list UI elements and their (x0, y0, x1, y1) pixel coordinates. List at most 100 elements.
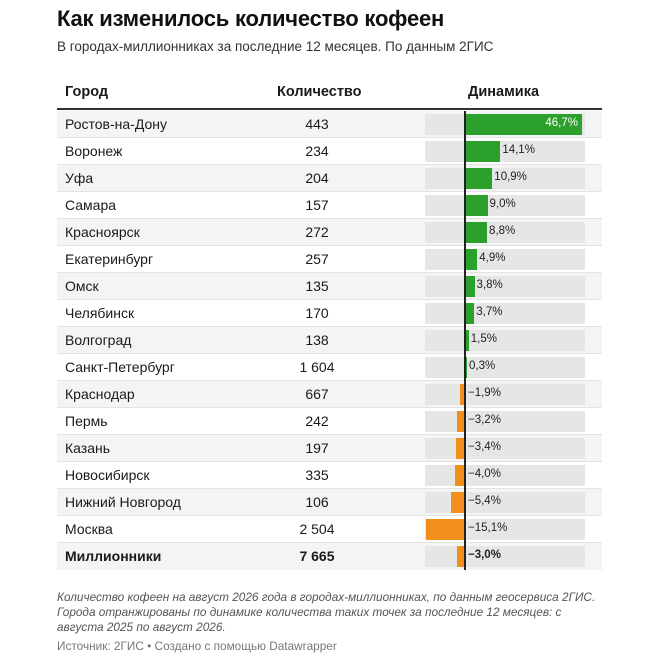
table-row: Казань 197 −3,4% (57, 435, 602, 462)
table-row: Самара 157 9,0% (57, 192, 602, 219)
row-count: 197 (305, 440, 329, 456)
row-count: 257 (305, 251, 329, 267)
row-count: 443 (305, 116, 329, 132)
dynamics-value-label: −3,4% (468, 441, 501, 453)
dynamics-bar-track: 1,5% (425, 330, 585, 351)
dynamics-value-label: 1,5% (470, 333, 497, 345)
row-count: 242 (305, 413, 329, 429)
row-city: Москва (65, 521, 113, 537)
row-count: 667 (305, 386, 329, 402)
table-row: Москва 2 504 −15,1% (57, 516, 602, 543)
row-city: Екатеринбург (65, 251, 154, 267)
dynamics-value-label: −15,1% (468, 522, 508, 534)
dynamics-bar-track: 0,3% (425, 357, 585, 378)
table-row: Миллионники 7 665 −3,0% (57, 543, 602, 570)
table-row: Ростов-на-Дону 443 46,7% (57, 111, 602, 138)
dynamics-value-label: 8,8% (489, 225, 516, 237)
row-city: Нижний Новгород (65, 494, 181, 510)
dynamics-bar-negative (426, 519, 465, 540)
dynamics-bar-track: 3,8% (425, 276, 585, 297)
table-row: Нижний Новгород 106 −5,4% (57, 489, 602, 516)
dynamics-value-label: −3,2% (468, 414, 501, 426)
dynamics-bar-negative (456, 411, 465, 432)
table-row: Воронеж 234 14,1% (57, 138, 602, 165)
row-count: 106 (305, 494, 329, 510)
row-count: 2 504 (299, 521, 335, 537)
dynamics-bar-positive (465, 114, 582, 135)
table-row: Новосибирск 335 −4,0% (57, 462, 602, 489)
dynamics-bar-track: 4,9% (425, 249, 585, 270)
row-city: Новосибирск (65, 467, 150, 483)
row-count: 138 (305, 332, 329, 348)
dynamics-value-label: 10,9% (494, 171, 527, 183)
table-row: Санкт-Петербург 1 604 0,3% (57, 354, 602, 381)
row-city: Волгоград (65, 332, 132, 348)
row-count: 234 (305, 143, 329, 159)
dynamics-bar-negative (454, 465, 465, 486)
row-city: Воронеж (65, 143, 123, 159)
row-city: Пермь (65, 413, 108, 429)
chart-notes: Количество кофеен на август 2026 года в … (57, 590, 596, 634)
dynamics-value-label: −5,4% (468, 495, 501, 507)
table-row: Екатеринбург 257 4,9% (57, 246, 602, 273)
row-count: 1 604 (299, 359, 335, 375)
row-count: 7 665 (299, 548, 335, 564)
dynamics-bar-positive (465, 195, 488, 216)
table-row: Челябинск 170 3,7% (57, 300, 602, 327)
row-city: Казань (65, 440, 111, 456)
dynamics-bar-track: −1,9% (425, 384, 585, 405)
dynamics-value-label: 46,7% (545, 117, 578, 129)
dynamics-bar-track: −3,4% (425, 438, 585, 459)
zero-axis-line (464, 111, 466, 570)
dynamics-value-label: 3,8% (476, 279, 503, 291)
table-row: Омск 135 3,8% (57, 273, 602, 300)
row-count: 335 (305, 467, 329, 483)
table-header: Город Количество Динамика (57, 80, 602, 110)
table-row: Пермь 242 −3,2% (57, 408, 602, 435)
row-count: 135 (305, 278, 329, 294)
dynamics-bar-positive (465, 168, 493, 189)
dynamics-bar-track: 10,9% (425, 168, 585, 189)
column-header-count[interactable]: Количество (277, 84, 362, 100)
dynamics-value-label: 4,9% (479, 252, 506, 264)
row-city: Санкт-Петербург (65, 359, 175, 375)
column-header-dynamics[interactable]: Динамика (468, 84, 540, 100)
dynamics-bar-track: 46,7% (425, 114, 585, 135)
table-row: Краснодар 667 −1,9% (57, 381, 602, 408)
chart-title: Как изменилось количество кофеен (57, 6, 445, 31)
row-count: 170 (305, 305, 329, 321)
dynamics-bar-track: 3,7% (425, 303, 585, 324)
dynamics-bar-negative (460, 384, 465, 405)
dynamics-bar-positive (465, 276, 475, 297)
dynamics-value-label: −1,9% (468, 387, 501, 399)
dynamics-bar-track: 8,8% (425, 222, 585, 243)
row-count: 272 (305, 224, 329, 240)
row-city: Самара (65, 197, 117, 213)
column-header-city[interactable]: Город (65, 84, 109, 100)
dynamics-bar-positive (465, 357, 467, 378)
dynamics-bar-negative (457, 546, 465, 567)
dynamics-value-label: −3,0% (468, 549, 501, 561)
dynamics-bar-negative (456, 438, 465, 459)
row-count: 157 (305, 197, 329, 213)
row-city: Ростов-на-Дону (65, 116, 167, 132)
dynamics-bar-track: −4,0% (425, 465, 585, 486)
dynamics-value-label: 3,7% (476, 306, 503, 318)
chart-source: Источник: 2ГИС • Создано с помощью Dataw… (57, 639, 337, 653)
table-row: Уфа 204 10,9% (57, 165, 602, 192)
dynamics-value-label: 0,3% (469, 360, 496, 372)
dynamics-value-label: −4,0% (468, 468, 501, 480)
chart-subtitle: В городах-миллионниках за последние 12 м… (57, 39, 494, 54)
dynamics-bar-negative (451, 492, 465, 513)
row-city: Красноярск (65, 224, 140, 240)
row-city: Омск (65, 278, 99, 294)
dynamics-bar-positive (465, 330, 469, 351)
table-row: Волгоград 138 1,5% (57, 327, 602, 354)
row-city: Краснодар (65, 386, 135, 402)
dynamics-bar-track: −15,1% (425, 519, 585, 540)
dynamics-bar-track: 9,0% (425, 195, 585, 216)
row-city: Уфа (65, 170, 94, 186)
dynamics-bar-positive (465, 222, 488, 243)
dynamics-value-label: 14,1% (502, 144, 535, 156)
dynamics-bar-positive (465, 303, 475, 324)
